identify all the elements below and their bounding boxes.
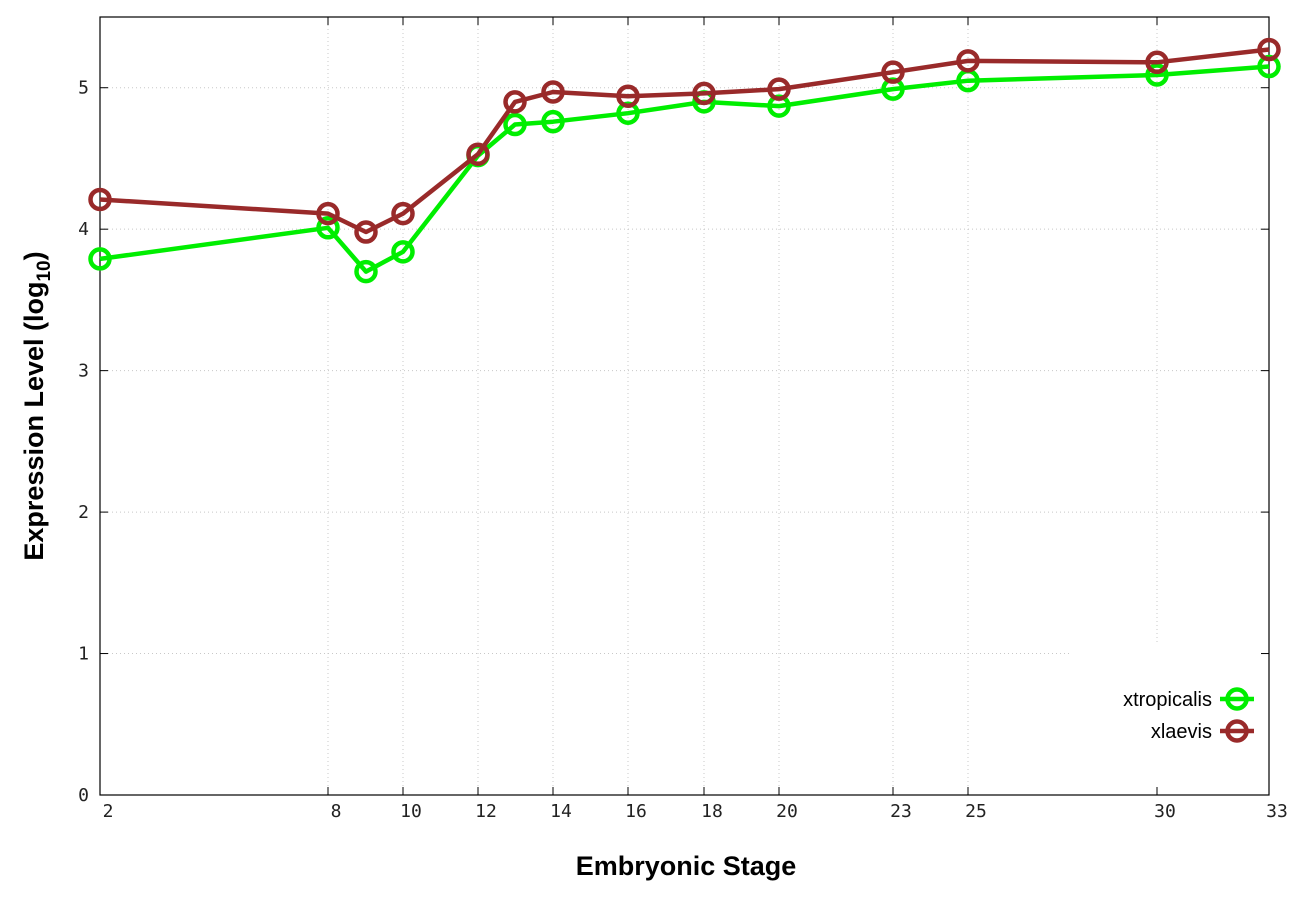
data-point-xlaevis	[956, 49, 980, 73]
data-point-xlaevis	[881, 60, 905, 84]
grid-layer	[100, 17, 1269, 795]
series-xlaevis	[88, 37, 1281, 244]
data-point-xlaevis	[391, 201, 415, 226]
x-tick-label: 20	[776, 801, 798, 822]
y-tick-label: 5	[78, 78, 89, 99]
data-point-xlaevis	[466, 142, 490, 166]
y-tick-label: 1	[78, 644, 89, 665]
y-axis-title-subscript: 10	[34, 260, 55, 281]
x-axis-title: Embryonic Stage	[576, 851, 797, 881]
data-point-xtropicalis	[541, 109, 565, 134]
data-point-xlaevis	[541, 80, 565, 104]
x-tick-label: 2	[103, 801, 114, 822]
y-tick-label: 3	[78, 361, 89, 382]
x-tick-label: 23	[890, 801, 912, 822]
x-tick-label: 8	[331, 801, 342, 822]
y-tick-label: 4	[78, 219, 89, 240]
data-point-xlaevis	[88, 187, 112, 212]
data-point-xlaevis	[1145, 50, 1169, 75]
y-axis-title: Expression Level (log10)	[19, 251, 55, 560]
legend-marker-xtropicalis	[1225, 687, 1249, 711]
series-layer	[88, 37, 1281, 284]
x-tick-label: 14	[550, 801, 572, 822]
data-point-xlaevis	[354, 220, 378, 244]
data-point-xlaevis	[316, 201, 340, 226]
data-point-xtropicalis	[1145, 63, 1169, 87]
data-point-xtropicalis	[88, 247, 112, 271]
y-tick-label: 2	[78, 502, 89, 523]
series-line-xlaevis	[99, 47, 1270, 235]
x-tick-label: 18	[701, 801, 723, 822]
legend-label-xlaevis: xlaevis	[1151, 721, 1212, 743]
data-point-xlaevis	[1257, 37, 1281, 62]
data-point-xlaevis	[767, 77, 791, 101]
data-point-xtropicalis	[391, 240, 415, 264]
x-tick-label: 10	[400, 801, 422, 822]
y-axis-title-main: Expression Level (log	[19, 282, 49, 561]
plot-frame	[99, 16, 1270, 796]
data-point-xlaevis	[503, 90, 527, 114]
x-tick-label: 30	[1154, 801, 1176, 822]
x-tick-label: 33	[1266, 801, 1288, 822]
data-point-xtropicalis	[503, 112, 527, 137]
x-tick-label: 25	[965, 801, 987, 822]
legend: xtropicalis xlaevis	[1123, 687, 1254, 743]
legend-label-xtropicalis: xtropicalis	[1123, 689, 1212, 711]
x-tick-label: 16	[625, 801, 647, 822]
data-point-xtropicalis	[316, 216, 340, 240]
series-line-xtropicalis	[99, 64, 1270, 274]
data-point-xtropicalis	[354, 259, 378, 284]
x-tick-label: 12	[475, 801, 497, 822]
y-axis-title-close: )	[19, 251, 49, 260]
legend-marker-xlaevis	[1225, 719, 1249, 743]
data-point-xlaevis	[616, 84, 640, 108]
data-point-xlaevis	[692, 81, 716, 106]
y-tick-label: 0	[78, 785, 89, 806]
series-xtropicalis	[88, 54, 1281, 284]
